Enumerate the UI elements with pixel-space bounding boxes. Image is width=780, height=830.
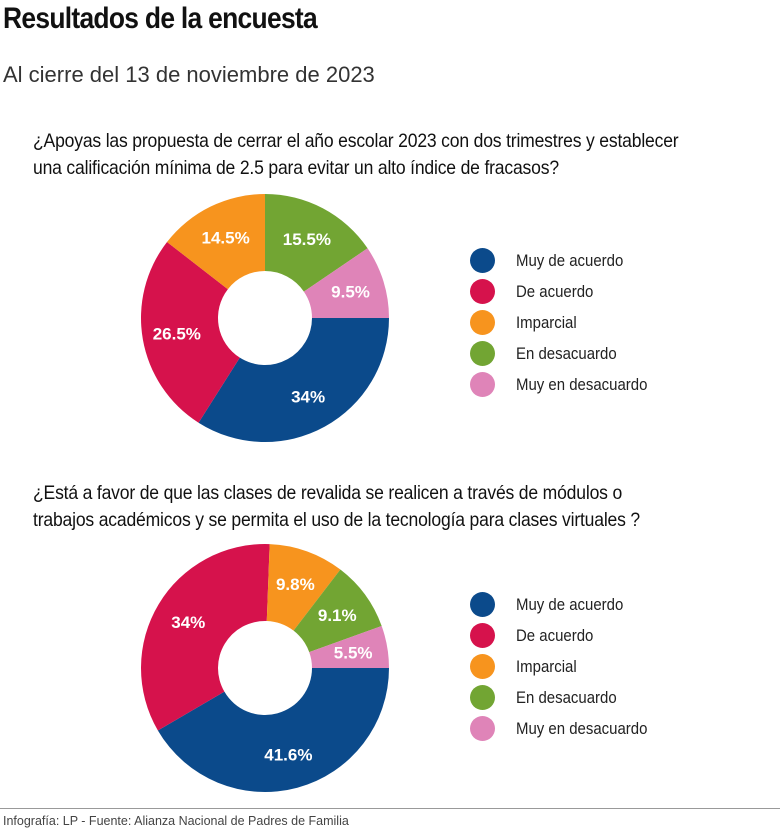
data-label: 41.6% [264,745,312,764]
data-label: 5.5% [334,644,373,663]
legend-swatch [470,310,495,335]
legend-1: Muy de acuerdo De acuerdo Imparcial En desa… [470,245,665,400]
legend-item: En desacuardo [470,338,665,369]
page-title: Resultados de la encuesta [3,2,318,35]
page-subtitle: Al cierre del 13 de noviembre de 2023 [3,62,375,87]
legend-item: Muy de acuerdo [470,589,665,620]
legend-swatch [470,654,495,679]
legend-swatch [470,592,495,617]
donut-chart-2: 41.6% 34% 9.8%9.1% 5.5% [141,544,389,792]
donut-chart-1: 34% 26.5% 14.5% 15.5% 9.5% [141,194,389,442]
legend-swatch [470,623,495,648]
legend-label: En desacuardo [516,687,617,707]
legend-label: En desacuardo [516,343,617,363]
legend-label: De acuerdo [516,281,594,301]
legend-swatch [470,716,495,741]
legend-item: Muy en desacuardo [470,713,665,744]
data-label: 26.5% [153,324,201,343]
question-2: ¿Está a favor de que las clases de reval… [33,482,641,531]
donut-slice [198,318,389,442]
legend-label: Muy de acuerdo [516,250,624,270]
data-label: 34% [171,613,205,632]
legend-swatch [470,372,495,397]
legend-label: Muy en desacuardo [516,718,648,738]
legend-item: En desacuardo [470,682,665,713]
legend-item: De acuerdo [470,276,665,307]
donut-slice [303,248,389,318]
legend-2: Muy de acuerdo De acuerdo Imparcial En desa… [470,589,665,744]
footer-divider [0,808,780,809]
legend-label: Muy de acuerdo [516,594,624,614]
data-label: 14.5% [202,229,250,248]
donut-slice [293,569,382,653]
legend-swatch [470,341,495,366]
legend-item: Imparcial [470,307,665,338]
data-label: 9.8% [276,575,315,594]
legend-item: Imparcial [470,651,665,682]
legend-label: Imparcial [516,312,577,332]
data-label: 15.5% [283,230,331,249]
donut-slice [141,241,240,423]
donut-slice [266,544,341,631]
legend-swatch [470,685,495,710]
source-credit: Infografía: LP - Fuente: Alianza Naciona… [3,814,349,828]
donut-slice [157,668,389,792]
data-label: 34% [291,387,325,406]
legend-swatch [470,279,495,304]
legend-item: Muy en desacuardo [470,369,665,400]
legend-item: De acuerdo [470,620,665,651]
donut-slice [167,194,265,290]
legend-label: Muy en desacuardo [516,374,648,394]
data-label: 9.5% [331,283,370,302]
donut-slice [141,544,270,731]
legend-swatch [470,248,495,273]
legend-label: De acuerdo [516,625,594,645]
donut-slice [265,194,368,292]
legend-item: Muy de acuerdo [470,245,665,276]
legend-label: Imparcial [516,656,577,676]
data-label: 9.1% [318,606,357,625]
donut-slice [309,625,389,668]
question-1: ¿Apoyas las propuesta de cerrar el año e… [33,130,679,179]
